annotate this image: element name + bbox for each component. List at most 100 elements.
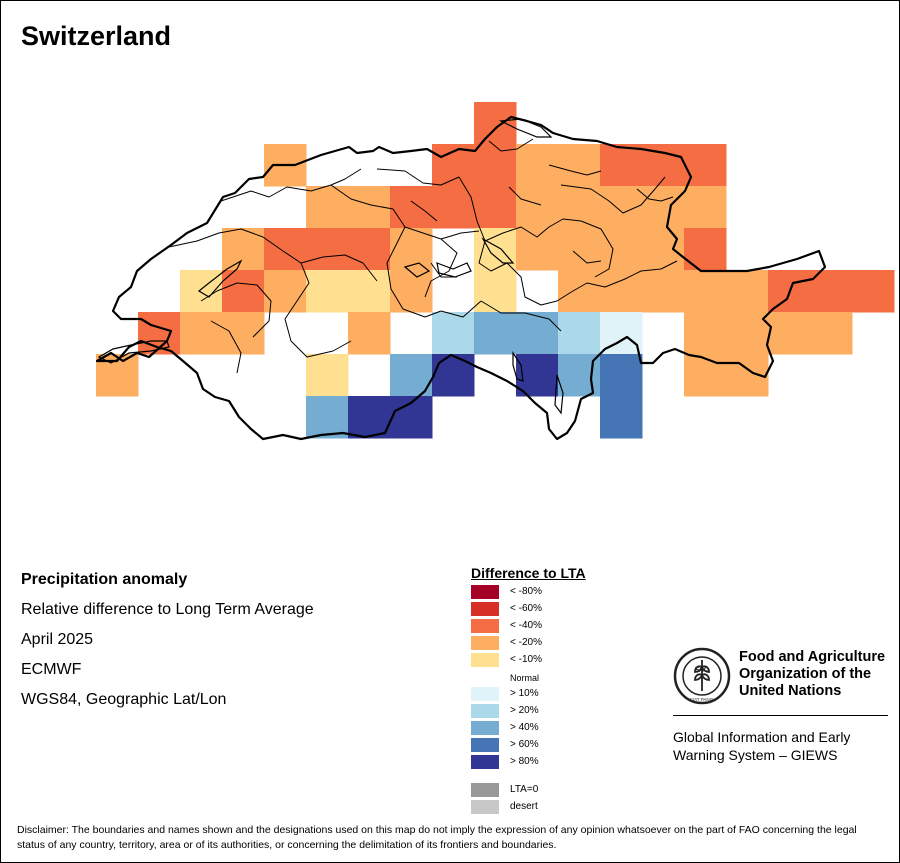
- legend-label: < -80%: [510, 586, 542, 597]
- legend-swatch: [471, 721, 499, 735]
- legend-label: < -20%: [510, 637, 542, 648]
- legend-swatch: [471, 636, 499, 650]
- grid-cell: [306, 186, 349, 229]
- grid-cell: [474, 144, 517, 187]
- grid-cell: [180, 270, 223, 313]
- grid-cell: [474, 312, 517, 355]
- country-boundary: [95, 115, 827, 441]
- grid-cell: [516, 354, 559, 397]
- legend-label: LTA=0: [510, 784, 539, 795]
- divider: [673, 715, 888, 716]
- legend-label: > 40%: [510, 722, 539, 733]
- map-title: Switzerland: [21, 21, 172, 51]
- fao-logo-text: FAO: [695, 667, 710, 674]
- grid-cell: [516, 228, 559, 271]
- grid-cell: [810, 312, 853, 355]
- grid-cell: [558, 270, 601, 313]
- legend-label: < -60%: [510, 603, 542, 614]
- legend-swatch: [471, 755, 499, 769]
- legend-label: < -40%: [510, 620, 542, 631]
- grid-cell: [474, 270, 517, 313]
- grid-cell: [684, 312, 727, 355]
- legend-swatch: [471, 800, 499, 814]
- map-subtitle: Precipitation anomaly: [21, 571, 188, 588]
- legend-swatch: [471, 619, 499, 633]
- grid-cell: [600, 396, 643, 439]
- grid-cell: [726, 270, 769, 313]
- legend-label: desert: [510, 801, 538, 812]
- lakes: [97, 118, 564, 415]
- grid-cell: [684, 270, 727, 313]
- map-source: ECMWF: [21, 661, 82, 678]
- grid-cell: [390, 228, 433, 271]
- grid-cell: [306, 228, 349, 271]
- grid-cell: [726, 312, 769, 355]
- legend-swatch: [471, 687, 499, 701]
- grid-cell: [222, 270, 265, 313]
- grid-cell: [600, 144, 643, 187]
- grid-cell: [642, 186, 685, 229]
- grid-cell: [558, 312, 601, 355]
- grid-cell: [810, 270, 853, 313]
- grid-cell: [600, 228, 643, 271]
- grid-cell: [558, 186, 601, 229]
- grid-cell: [516, 186, 559, 229]
- fao-name: Food and Agriculture Organization of the…: [739, 649, 886, 699]
- grid-cell: [306, 270, 349, 313]
- grid-cell: [432, 312, 475, 355]
- grid-cell: [432, 186, 475, 229]
- grid-cell: [432, 354, 475, 397]
- grid-cell: [642, 228, 685, 271]
- legend-swatch: [471, 738, 499, 752]
- grid-cell: [306, 396, 349, 439]
- legend-swatch: [471, 602, 499, 616]
- switzerland-map: [95, 102, 895, 441]
- legend-normal-label: Normal: [510, 673, 540, 683]
- legend-swatch: [471, 585, 499, 599]
- legend-label: > 80%: [510, 756, 539, 767]
- fao-motto: FIAT PANIS: [690, 697, 714, 702]
- grid-cell: [516, 144, 559, 187]
- anomaly-grid: [96, 102, 895, 439]
- grid-cell: [264, 270, 307, 313]
- grid-cell: [264, 228, 307, 271]
- map-period: April 2025: [21, 631, 94, 648]
- grid-cell: [474, 102, 517, 145]
- grid-cell: [348, 312, 391, 355]
- map-projection: WGS84, Geographic Lat/Lon: [21, 691, 227, 708]
- legend-swatch: [471, 653, 499, 667]
- disclaimer: Disclaimer: The boundaries and names sho…: [17, 824, 857, 851]
- grid-cell: [222, 312, 265, 355]
- grid-cell: [306, 354, 349, 397]
- grid-cell: [348, 228, 391, 271]
- region-boundaries: [168, 138, 678, 374]
- legend-label: > 20%: [510, 705, 539, 716]
- grid-cell: [600, 270, 643, 313]
- grid-cell: [516, 312, 559, 355]
- grid-cell: [768, 312, 811, 355]
- grid-cell: [558, 228, 601, 271]
- fao-logo-icon: FAO FIAT PANIS: [673, 647, 731, 705]
- legend-label: > 60%: [510, 739, 539, 750]
- giews-name: Global Information and Early Warning Sys…: [673, 729, 851, 763]
- grid-cell: [390, 186, 433, 229]
- legend-label: > 10%: [510, 688, 539, 699]
- grid-cell: [348, 396, 391, 439]
- legend-label: < -10%: [510, 654, 542, 665]
- grid-cell: [390, 270, 433, 313]
- grid-cell: [348, 270, 391, 313]
- legend-title: Difference to LTA: [471, 565, 586, 581]
- grid-cell: [600, 354, 643, 397]
- grid-cell: [684, 354, 727, 397]
- grid-cell: [852, 270, 895, 313]
- grid-cell: [474, 186, 517, 229]
- grid-cell: [180, 312, 223, 355]
- grid-cell: [684, 186, 727, 229]
- grid-cell: [222, 228, 265, 271]
- map-description: Relative difference to Long Term Average: [21, 601, 314, 618]
- legend-swatch: [471, 704, 499, 718]
- grid-cell: [642, 270, 685, 313]
- legend-swatch: [471, 783, 499, 797]
- grid-cell: [558, 144, 601, 187]
